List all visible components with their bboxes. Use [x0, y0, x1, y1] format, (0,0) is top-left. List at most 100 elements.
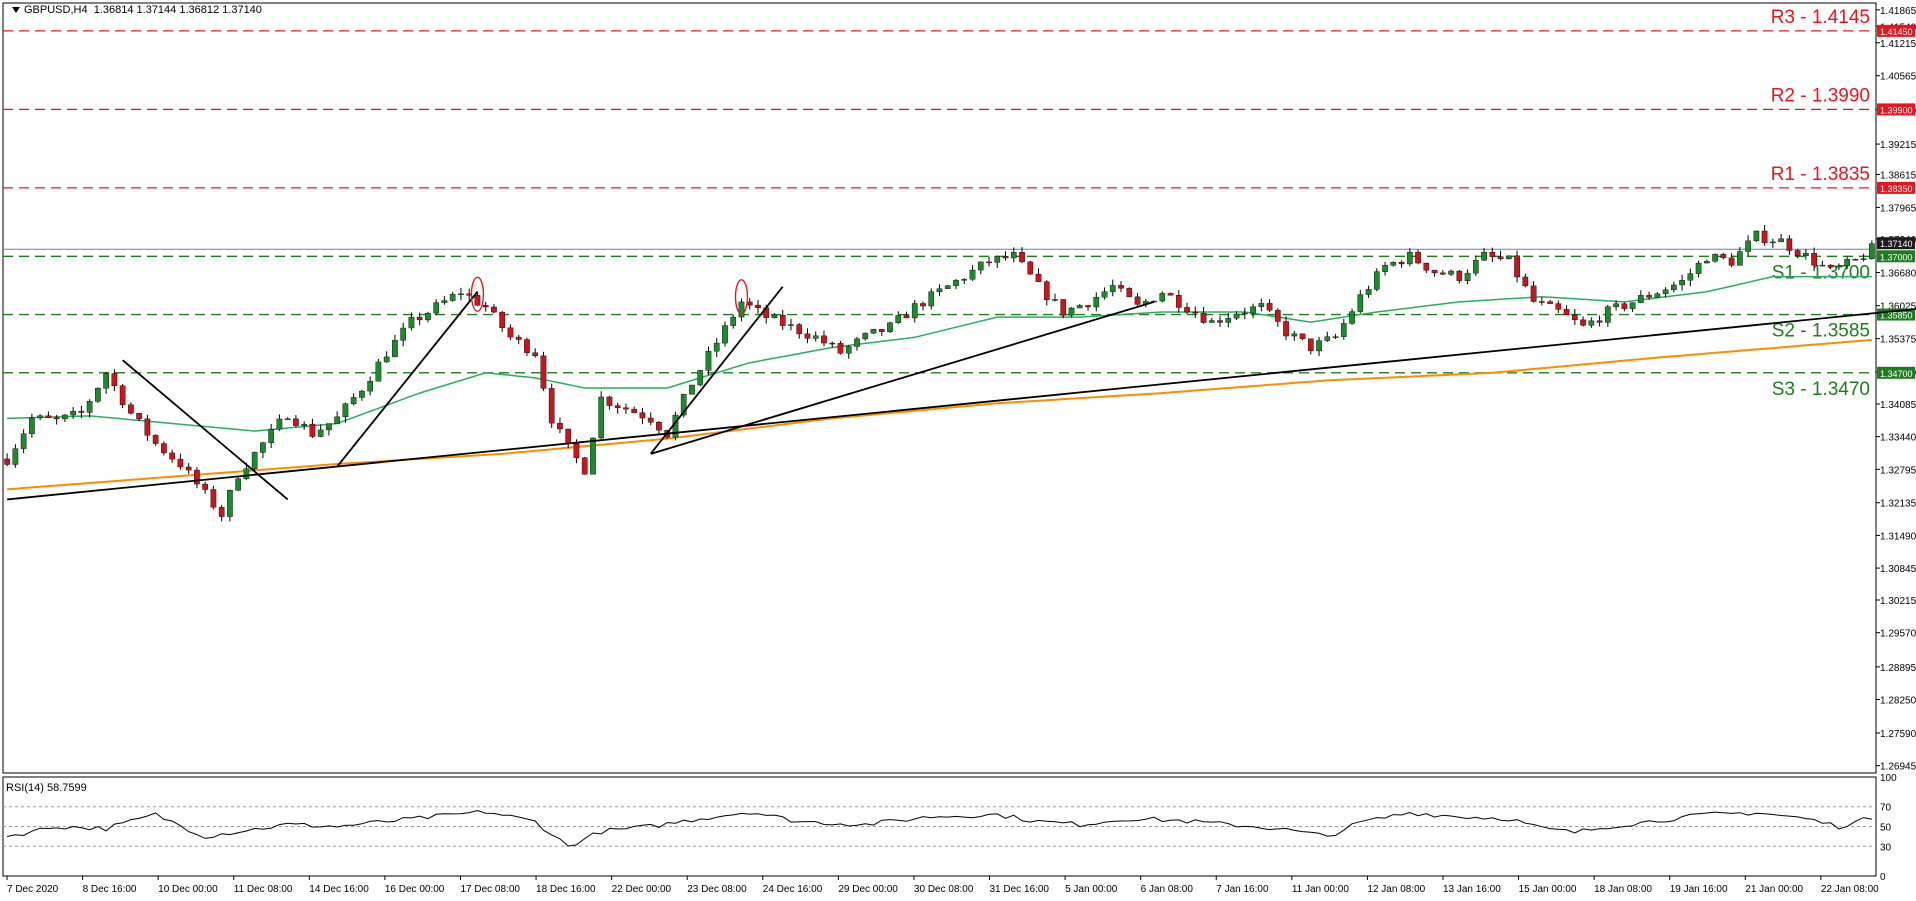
candle-body — [1398, 262, 1405, 265]
candle-body — [1035, 273, 1042, 282]
candle-body — [1299, 333, 1306, 339]
candle-body — [1423, 262, 1430, 271]
candle-body — [1621, 303, 1628, 309]
candle-body — [911, 303, 918, 319]
candle-body — [1002, 256, 1009, 259]
rsi-line — [6, 809, 1873, 847]
candle-body — [1241, 312, 1248, 315]
candle-body — [1761, 230, 1768, 244]
candle-body — [1415, 251, 1421, 264]
candle-body — [169, 452, 175, 460]
dropdown-triangle-icon[interactable] — [12, 7, 20, 14]
candle-body — [887, 322, 893, 332]
candle-body — [260, 442, 266, 453]
trendline — [650, 301, 1155, 455]
candle-body — [1604, 306, 1611, 323]
candle-body — [730, 316, 737, 326]
price-tick-label: 1.40565 — [1880, 72, 1916, 83]
rsi-tick-label: 70 — [1880, 803, 1892, 814]
price-tick-label: 1.35375 — [1880, 335, 1916, 346]
candle-body — [1043, 281, 1050, 301]
candle-body — [1324, 336, 1331, 341]
candle-body — [1728, 257, 1735, 266]
price-tick-label: 1.30845 — [1880, 564, 1916, 575]
price-tick-label: 1.34085 — [1880, 400, 1916, 411]
candle-body — [251, 452, 258, 469]
candle-body — [136, 413, 142, 420]
candle-body — [499, 311, 506, 329]
candle-body — [936, 288, 943, 292]
time-tick-label: 16 Dec 00:00 — [385, 884, 445, 895]
candle-body — [1786, 238, 1793, 251]
candle-body — [12, 448, 19, 465]
candle-body — [1472, 260, 1479, 274]
time-tick-label: 10 Dec 00:00 — [158, 884, 218, 895]
candle-body — [524, 339, 530, 353]
time-tick-label: 23 Dec 08:00 — [687, 884, 747, 895]
price-tick-label: 1.37965 — [1880, 203, 1916, 214]
candle-body — [416, 316, 423, 321]
price-tick-label: 1.31490 — [1880, 531, 1916, 542]
time-tick-label: 17 Dec 08:00 — [460, 884, 520, 895]
rsi-tick-label: 100 — [1880, 773, 1897, 784]
price-tick-label: 1.32135 — [1880, 499, 1916, 510]
candle-body — [1085, 305, 1091, 308]
time-tick-label: 22 Dec 00:00 — [612, 884, 672, 895]
price-tick-label: 1.41215 — [1880, 39, 1916, 50]
current-price-tag — [1877, 237, 1915, 250]
time-tick-label: 7 Jan 16:00 — [1216, 884, 1269, 895]
price-tick-label: 1.28895 — [1880, 663, 1916, 674]
candle-body — [210, 489, 217, 508]
candle-body — [779, 314, 786, 326]
candle-body — [177, 458, 184, 468]
resistance-price-tag-text: 1.41450 — [1880, 27, 1913, 37]
trendline — [650, 286, 784, 455]
price-tick-label: 1.29570 — [1880, 629, 1916, 640]
candle-body — [1118, 285, 1124, 289]
support-price-tag-text: 1.37000 — [1880, 252, 1913, 262]
candle-body — [1217, 320, 1223, 323]
candle-body — [1027, 261, 1034, 275]
candle-body — [903, 315, 910, 319]
resistance-level-label: R3 - 1.4145 — [1771, 7, 1870, 28]
candle-body — [359, 390, 365, 398]
candle-body — [821, 335, 827, 344]
candle-body — [1390, 262, 1397, 266]
candle-body — [1629, 302, 1636, 309]
candle-body — [4, 458, 10, 465]
candle-body — [1770, 241, 1776, 244]
candle-body — [284, 418, 291, 420]
candle-body — [425, 312, 431, 321]
price-tick-label: 1.36025 — [1880, 302, 1916, 313]
candle-body — [746, 301, 753, 306]
candle-body — [1613, 303, 1619, 307]
candle-body — [540, 355, 547, 389]
candle-body — [590, 437, 596, 475]
main-pane-frame — [2, 2, 1877, 774]
candle-body — [994, 256, 1001, 263]
candle-body — [1448, 270, 1454, 275]
candle-body — [829, 342, 836, 345]
price-tick-label: 1.32795 — [1880, 465, 1916, 476]
candle-body — [631, 408, 638, 413]
candle-body — [119, 385, 126, 405]
candle-body — [1184, 307, 1190, 313]
candle-body — [301, 423, 308, 426]
candle-body — [1373, 271, 1380, 290]
time-tick-label: 11 Jan 00:00 — [1292, 884, 1350, 895]
candle-body — [1679, 280, 1685, 286]
candle-body — [1382, 265, 1388, 272]
price-tick-label: 1.27590 — [1880, 729, 1916, 740]
candle-body — [771, 314, 778, 318]
candle-body — [1010, 252, 1017, 259]
candle-body — [920, 303, 926, 307]
candle-body — [614, 405, 621, 408]
candle-body — [375, 361, 382, 382]
candle-body — [1464, 272, 1471, 281]
support-level-label: S2 - 1.3585 — [1772, 321, 1870, 342]
candle-body — [680, 394, 687, 416]
support-price-tag — [1877, 366, 1915, 379]
candle-body — [1175, 295, 1182, 308]
price-tick-label: 1.38615 — [1880, 170, 1916, 181]
